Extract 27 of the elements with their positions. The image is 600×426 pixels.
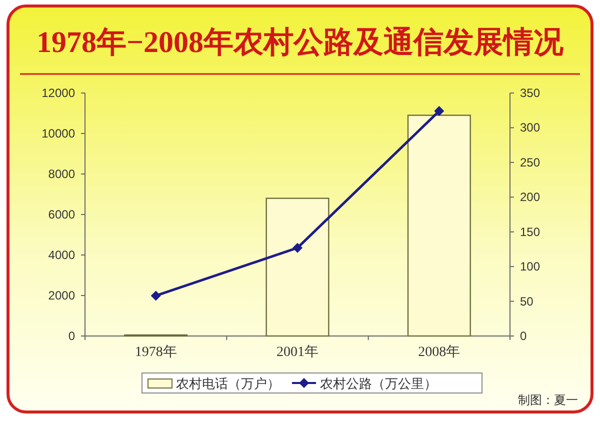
x-tick-label: 1978年 xyxy=(134,344,177,360)
point xyxy=(434,106,444,116)
y2-tick-label: 0 xyxy=(520,329,527,343)
y2-tick-label: 50 xyxy=(520,294,534,308)
y-tick-label: 12000 xyxy=(42,86,76,100)
y-tick-label: 8000 xyxy=(48,167,76,181)
y2-tick-label: 250 xyxy=(520,155,540,170)
bar xyxy=(266,198,330,337)
x-tick-label: 2001年 xyxy=(276,344,318,360)
x-tick-label: 2008年 xyxy=(418,344,460,360)
y-tick-label: 6000 xyxy=(48,208,76,222)
y-tick-label: 0 xyxy=(68,329,76,343)
legend-label: 农村电话（万户） xyxy=(176,376,280,391)
y2-tick-label: 300 xyxy=(520,120,540,135)
y2-tick-label: 150 xyxy=(520,224,540,239)
y2-tick-label: 350 xyxy=(520,86,540,100)
y2-tick-label: 100 xyxy=(520,260,540,274)
y-tick-label: 10000 xyxy=(42,126,76,140)
y-tick-label: 4000 xyxy=(48,248,76,262)
point xyxy=(292,242,302,253)
y2-tick-label: 200 xyxy=(520,190,540,204)
chart-title: 1978年−2008年农村公路及通信发展情况 xyxy=(36,26,565,59)
y-tick-label: 2000 xyxy=(48,288,76,302)
text: 制图：夏一 xyxy=(518,393,578,407)
point xyxy=(150,290,161,301)
legend-label: 农村公路（万公里） xyxy=(320,376,437,391)
bar xyxy=(407,114,471,337)
